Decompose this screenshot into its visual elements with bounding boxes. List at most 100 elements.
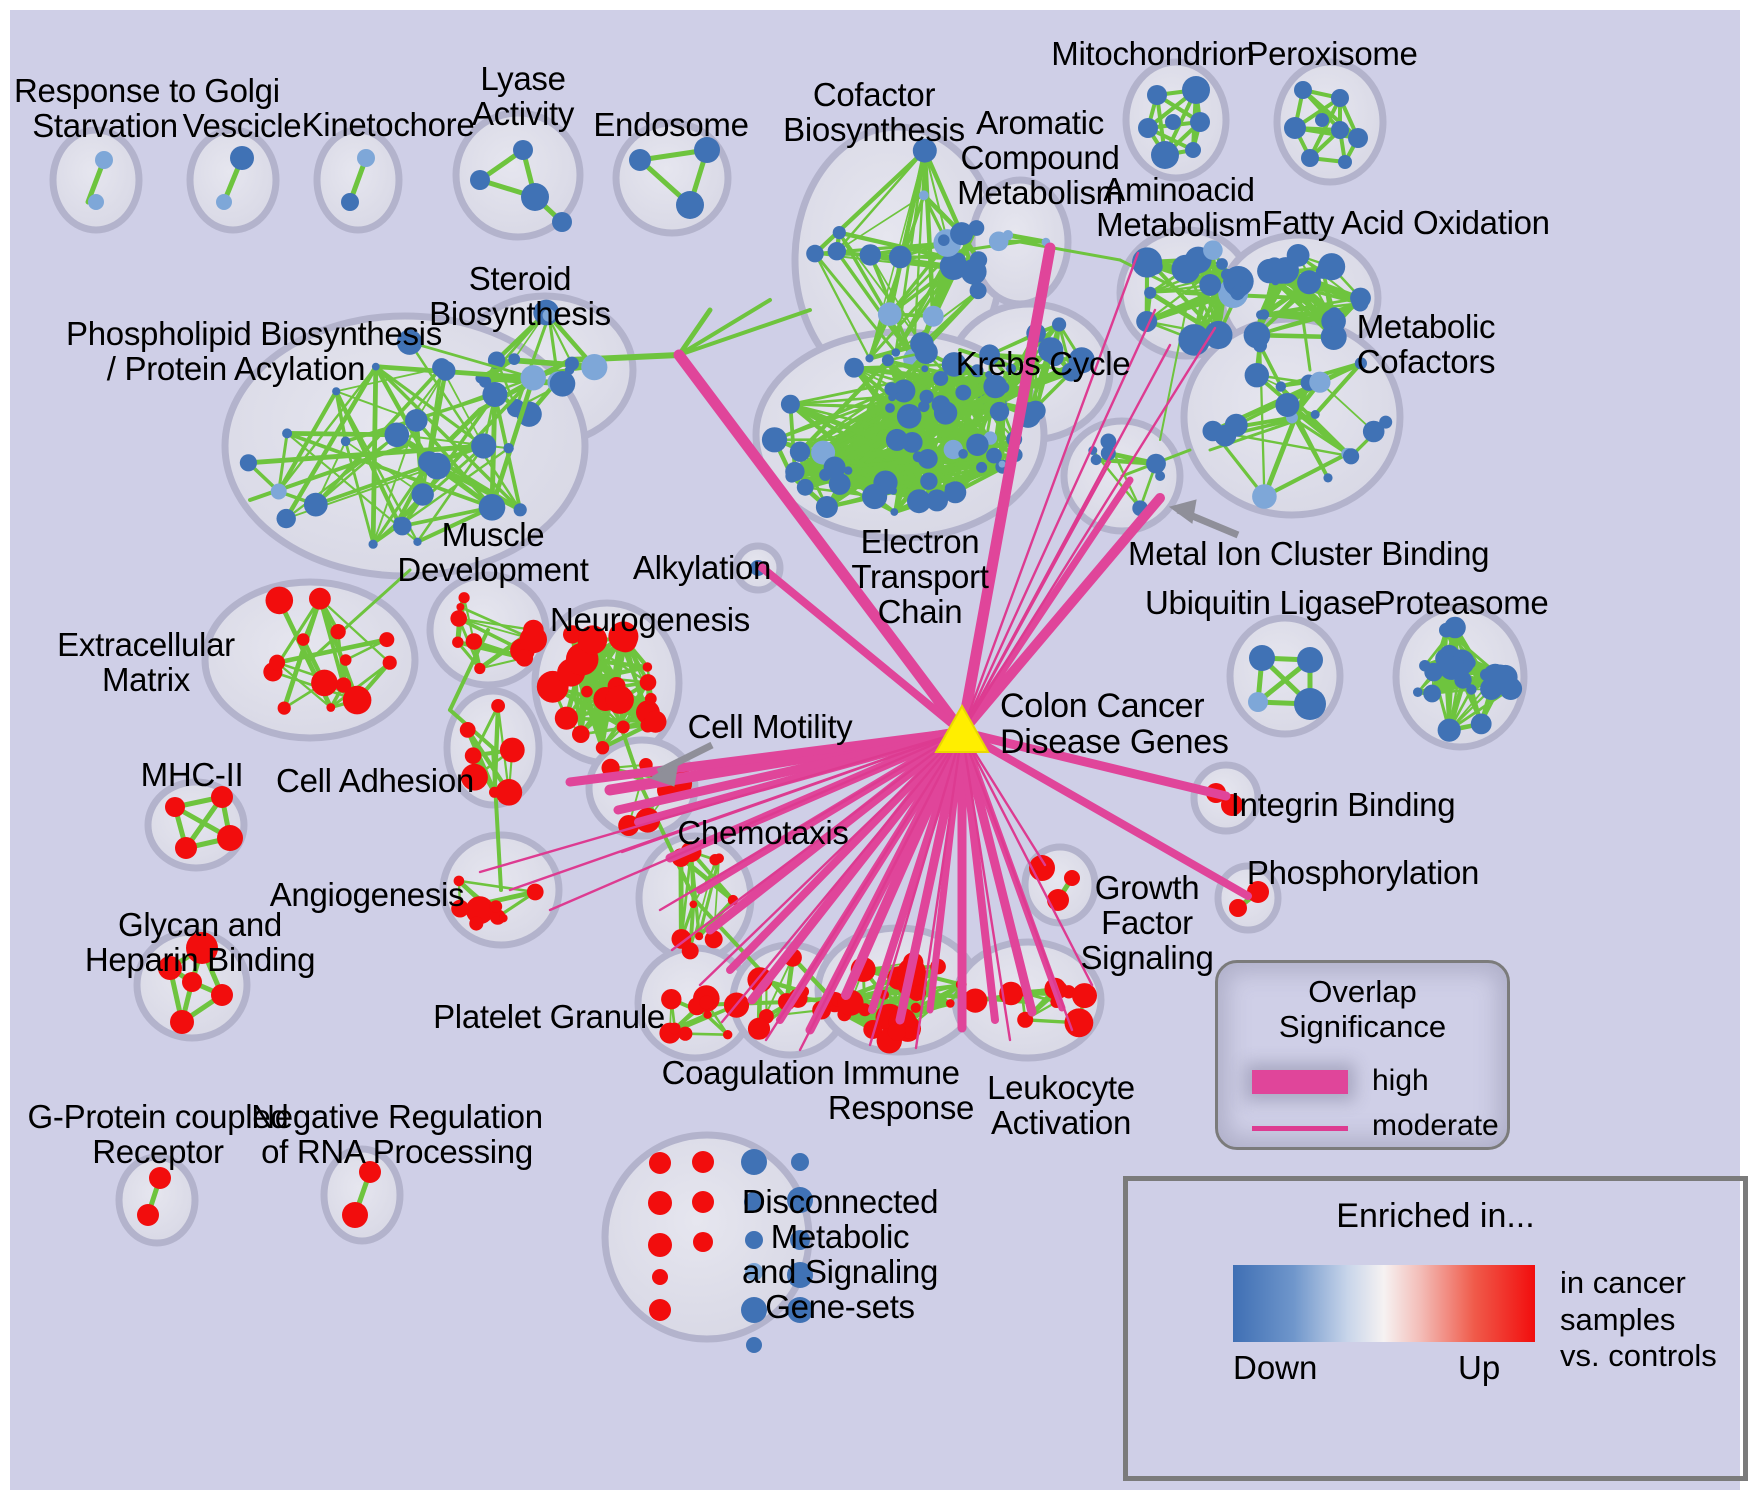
disconnected-gene-set-node[interactable] <box>745 1263 763 1281</box>
gene-set-node[interactable] <box>396 329 423 355</box>
disconnected-gene-set-node[interactable] <box>692 1191 714 1213</box>
gene-set-node[interactable] <box>471 433 497 459</box>
gene-set-node[interactable] <box>887 1022 907 1041</box>
gene-set-node[interactable] <box>844 357 864 378</box>
gene-set-node[interactable] <box>1315 113 1329 127</box>
disconnected-gene-set-node[interactable] <box>787 1187 813 1213</box>
gene-set-node[interactable] <box>1330 318 1342 330</box>
gene-set-node[interactable] <box>186 932 218 964</box>
gene-set-node[interactable] <box>1354 357 1367 370</box>
gene-set-node[interactable] <box>554 706 579 730</box>
gene-set-node[interactable] <box>239 454 257 472</box>
gene-set-node[interactable] <box>1247 881 1269 903</box>
disconnected-gene-set-node[interactable] <box>649 1299 671 1321</box>
gene-set-node[interactable] <box>1146 453 1166 474</box>
gene-set-node[interactable] <box>789 441 811 462</box>
gene-set-node[interactable] <box>230 146 254 170</box>
gene-set-node[interactable] <box>453 875 465 887</box>
gene-set-node[interactable] <box>678 1026 693 1041</box>
gene-set-node[interactable] <box>844 466 853 475</box>
gene-set-node[interactable] <box>170 1010 194 1034</box>
gene-set-node[interactable] <box>969 282 987 300</box>
gene-set-node[interactable] <box>1072 983 1097 1009</box>
gene-set-node[interactable] <box>999 981 1023 1006</box>
gene-set-node[interactable] <box>1138 118 1158 138</box>
gene-set-node[interactable] <box>865 354 874 363</box>
gene-set-node[interactable] <box>465 633 483 650</box>
gene-set-node[interactable] <box>694 137 720 163</box>
gene-set-node[interactable] <box>1047 889 1069 911</box>
hub-triangle[interactable] <box>934 703 990 753</box>
gene-set-node[interactable] <box>938 234 950 246</box>
gene-set-node[interactable] <box>986 447 1002 464</box>
gene-set-node[interactable] <box>815 496 838 518</box>
gene-set-node[interactable] <box>896 391 906 400</box>
gene-set-node[interactable] <box>1244 363 1270 388</box>
gene-set-node[interactable] <box>581 685 593 698</box>
gene-set-node[interactable] <box>1224 413 1248 437</box>
gene-set-node[interactable] <box>723 1030 733 1040</box>
gene-set-node[interactable] <box>549 371 576 397</box>
gene-set-node[interactable] <box>1252 484 1277 509</box>
gene-set-node[interactable] <box>1331 121 1349 139</box>
gene-set-node[interactable] <box>785 461 805 482</box>
gene-set-node[interactable] <box>921 365 929 373</box>
gene-set-node[interactable] <box>1423 684 1441 703</box>
gene-set-node[interactable] <box>418 451 440 473</box>
gene-set-node[interactable] <box>885 403 895 413</box>
gene-set-node[interactable] <box>499 737 525 763</box>
gene-set-node[interactable] <box>926 489 948 512</box>
gene-set-node[interactable] <box>1318 253 1346 281</box>
gene-set-node[interactable] <box>1272 257 1299 284</box>
gene-set-node[interactable] <box>1466 684 1477 695</box>
gene-set-node[interactable] <box>644 710 667 733</box>
gene-set-node[interactable] <box>1338 155 1352 169</box>
gene-set-node[interactable] <box>998 381 1010 394</box>
gene-set-node[interactable] <box>891 348 901 357</box>
gene-set-node[interactable] <box>1284 117 1306 139</box>
gene-set-node[interactable] <box>1454 671 1472 689</box>
gene-set-node[interactable] <box>963 988 988 1013</box>
gene-set-node[interactable] <box>920 472 938 490</box>
gene-set-node[interactable] <box>217 825 243 851</box>
gene-set-node[interactable] <box>1147 85 1167 105</box>
gene-set-node[interactable] <box>1230 286 1245 301</box>
gene-set-node[interactable] <box>998 460 1006 468</box>
gene-set-node[interactable] <box>379 632 395 648</box>
gene-set-node[interactable] <box>889 245 912 269</box>
gene-set-node[interactable] <box>175 837 197 859</box>
gene-set-node[interactable] <box>282 428 293 439</box>
disconnected-gene-set-node[interactable] <box>649 1152 671 1174</box>
gene-set-node[interactable] <box>1002 230 1014 241</box>
disconnected-gene-set-node[interactable] <box>744 1192 764 1212</box>
gene-set-node[interactable] <box>947 366 956 375</box>
gene-set-node[interactable] <box>703 1010 712 1019</box>
gene-set-node[interactable] <box>689 900 698 909</box>
gene-set-node[interactable] <box>1253 338 1267 353</box>
gene-set-node[interactable] <box>309 587 331 610</box>
gene-set-node[interactable] <box>526 883 544 901</box>
gene-set-node[interactable] <box>277 701 291 715</box>
gene-set-node[interactable] <box>889 486 897 495</box>
gene-set-node[interactable] <box>1064 870 1080 886</box>
gene-set-node[interactable] <box>605 685 634 714</box>
gene-set-node[interactable] <box>474 662 486 675</box>
gene-set-node[interactable] <box>495 779 523 806</box>
gene-set-node[interactable] <box>330 624 346 640</box>
gene-set-node[interactable] <box>888 393 896 402</box>
gene-set-node[interactable] <box>699 995 714 1010</box>
gene-set-node[interactable] <box>149 1167 171 1189</box>
gene-set-node[interactable] <box>1221 268 1233 281</box>
gene-set-node[interactable] <box>914 340 938 364</box>
gene-set-node[interactable] <box>823 456 846 479</box>
gene-set-node[interactable] <box>1038 337 1064 363</box>
gene-set-node[interactable] <box>944 481 967 504</box>
gene-set-node[interactable] <box>332 387 341 396</box>
gene-set-node[interactable] <box>452 636 464 648</box>
disconnected-gene-set-node[interactable] <box>746 1337 762 1353</box>
gene-set-node[interactable] <box>950 222 974 246</box>
gene-set-node[interactable] <box>182 972 202 992</box>
gene-set-node[interactable] <box>912 138 937 163</box>
gene-set-node[interactable] <box>859 244 881 266</box>
gene-set-node[interactable] <box>357 149 375 167</box>
